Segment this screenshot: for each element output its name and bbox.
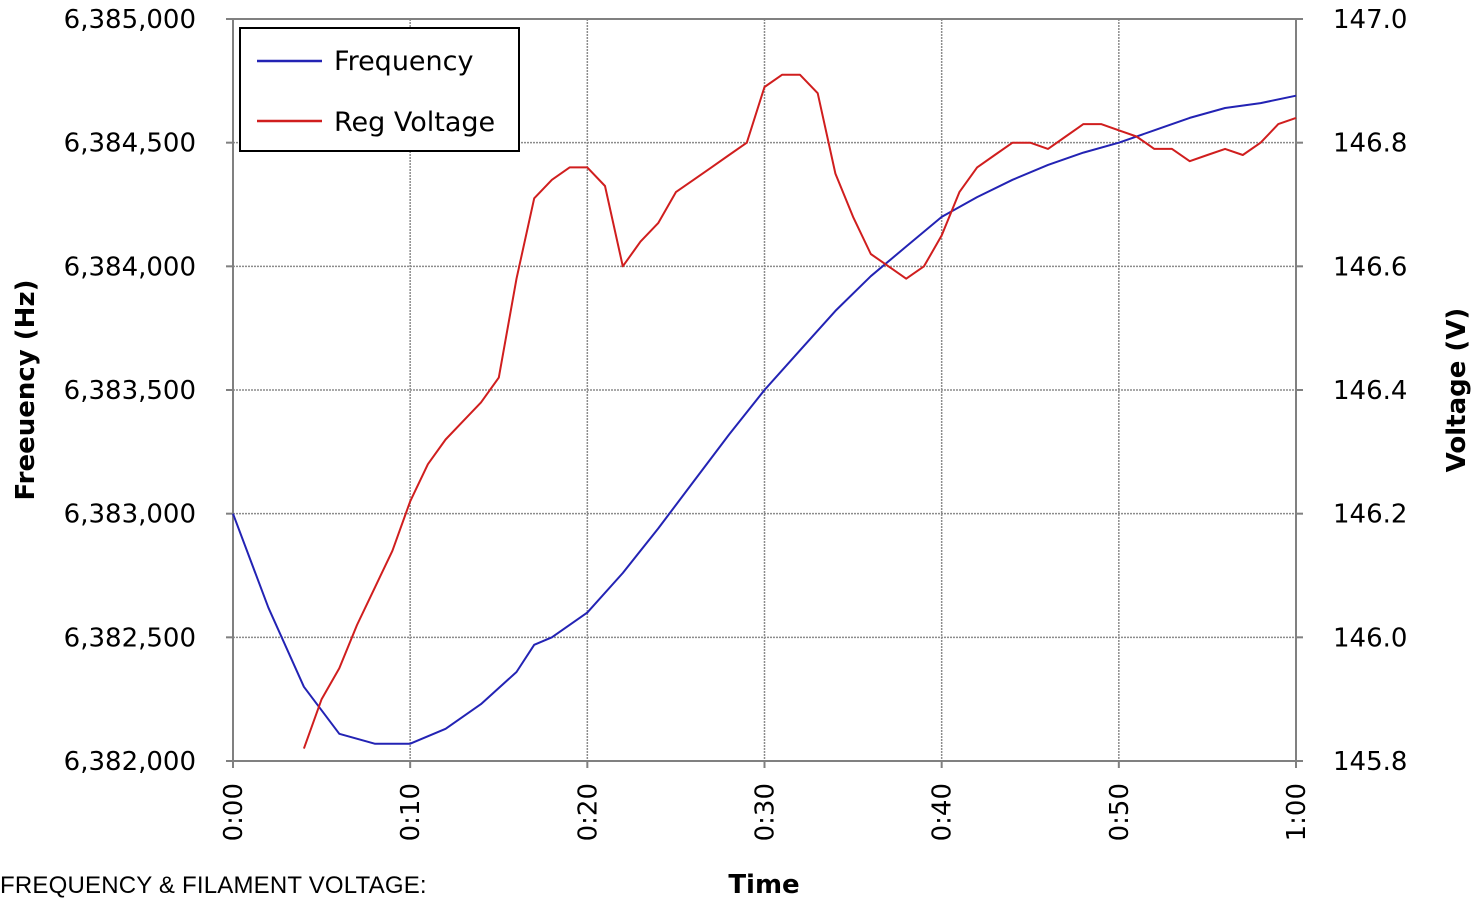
legend: Frequency Reg Voltage [239,27,520,152]
x-tick-label: 0:20 [573,783,603,841]
y-tick-label-left: 6,383,500 [64,376,196,406]
x-tick-label: 0:30 [751,783,781,841]
x-tick-label: 0:00 [219,783,249,841]
left-axis-ticks: 6,382,000 6,382,500 6,383,000 6,383,500 6,38… [64,5,233,777]
legend-box [239,27,520,152]
y-tick-label-right: 146.0 [1333,623,1407,653]
y-tick-label-left: 6,384,500 [64,129,196,159]
series-layer [232,73,1297,749]
series-line-frequency [232,94,1297,745]
y-tick-label-left: 6,384,000 [64,252,196,282]
y-tick-label-left: 6,382,500 [64,623,196,653]
x-axis-ticks: 0:00 0:10 0:20 0:30 0:40 0:50 1:00 [219,761,1312,841]
caption-text: FREQUENCY & FILAMENT VOLTAGE: [0,872,427,899]
y-tick-label-left: 6,383,000 [64,500,196,530]
x-tick-label: 1:00 [1282,783,1312,841]
x-axis-title: Time [728,870,799,899]
x-tick-label: 0:10 [396,783,426,841]
y-tick-label-right: 146.6 [1333,252,1407,282]
y-tick-label-left: 6,382,000 [64,747,196,777]
series-line-reg-voltage [302,73,1297,749]
x-tick-label: 0:40 [928,783,958,841]
y-tick-label-left: 6,385,000 [64,5,196,35]
x-tick-label: 0:50 [1105,783,1135,841]
y-tick-label-right: 147.0 [1333,5,1407,35]
legend-label-frequency: Frequency [334,46,474,77]
y-tick-label-right: 146.4 [1333,376,1407,406]
right-axis-ticks: 145.8 146.0 146.2 146.4 146.6 146.8 147.0 [1296,5,1407,777]
y-tick-label-right: 146.2 [1333,500,1407,530]
legend-label-reg-voltage: Reg Voltage [334,107,495,138]
y-tick-label-right: 145.8 [1333,747,1407,777]
y-tick-label-right: 146.8 [1333,129,1407,159]
y-axis-title-right: Voltage (V) [1442,308,1472,473]
y-axis-title-left: Freeuency (Hz) [11,280,41,501]
